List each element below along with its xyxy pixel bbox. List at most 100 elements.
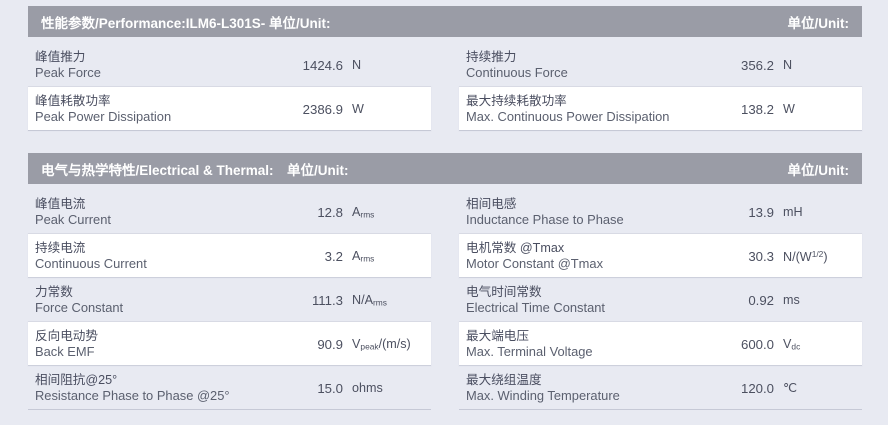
unit-superscript: 1/2 [811, 248, 824, 259]
row-value: 12.8 [317, 204, 343, 220]
table-row: 最大绕组温度 Max. Winding Temperature 120.0 ℃ [459, 366, 862, 410]
row-labels: 最大持续耗散功率 Max. Continuous Power Dissipati… [459, 94, 708, 124]
table-row: 最大端电压 Max. Terminal Voltage 600.0 Vdc [459, 322, 862, 366]
row-unit: W [352, 102, 364, 116]
row-labels: 峰值推力 Peak Force [28, 50, 277, 80]
row-value: 0.92 [748, 292, 774, 308]
unit-tail: /(m/s) [378, 336, 411, 351]
row-unit: ℃ [774, 380, 862, 396]
row-label-en: Resistance Phase to Phase @25° [35, 387, 230, 403]
row-label-cn: 电机常数 @Tmax [466, 240, 565, 255]
row-value: 3.2 [324, 248, 343, 264]
table-row: 持续电流 Continuous Current 3.2 Arms [28, 234, 431, 278]
unit-tail: ) [823, 249, 828, 264]
electrical-left-column: 峰值电流 Peak Current 12.8 Arms 持续电流 Continu… [28, 190, 445, 410]
row-label-cn: 持续电流 [35, 240, 86, 255]
section-header-performance: 性能参数/Performance:ILM6-L301S- 单位/Unit: 单位… [28, 6, 862, 37]
row-labels: 持续推力 Continuous Force [459, 50, 708, 80]
table-row: 电机常数 @Tmax Motor Constant @Tmax 30.3 N/(… [459, 234, 862, 278]
unit-main: ms [783, 292, 800, 307]
row-label-en: Peak Current [35, 211, 111, 227]
table-row: 峰值电流 Peak Current 12.8 Arms [28, 190, 431, 234]
unit-main: A [352, 248, 361, 263]
unit-main: ohms [352, 380, 383, 395]
unit-main: N/A [352, 292, 373, 307]
row-label-en: Back EMF [35, 343, 95, 359]
row-label-en: Electrical Time Constant [466, 299, 605, 315]
row-label-cn: 相间阻抗@25° [35, 372, 118, 387]
row-label-en: Continuous Current [35, 255, 147, 271]
row-label-cn: 峰值推力 [35, 49, 86, 64]
row-unit: Vdc [774, 337, 862, 352]
row-label-cn: 峰值耗散功率 [35, 93, 111, 108]
performance-right-column: 持续推力 Continuous Force 356.2 N 最大持续耗散功率 M… [445, 43, 862, 131]
row-label-en: Inductance Phase to Phase [466, 211, 624, 227]
table-row: 力常数 Force Constant 111.3 N/Arms [28, 278, 431, 322]
row-labels: 相间阻抗@25° Resistance Phase to Phase @25° [28, 373, 277, 403]
row-labels: 峰值耗散功率 Peak Power Dissipation [28, 94, 277, 124]
section-unit-label-performance: 单位/Unit: [787, 15, 850, 31]
row-unit: N [783, 58, 793, 72]
unit-main: V [783, 336, 792, 351]
row-unit: W [783, 102, 795, 116]
section-title-electrical-thermal: 电气与热学特性/Electrical & Thermal: 单位/Unit: [41, 162, 349, 178]
table-row: 峰值推力 Peak Force 1424.6 N [28, 43, 431, 87]
row-label-en: Continuous Force [466, 64, 568, 80]
table-row: 相间阻抗@25° Resistance Phase to Phase @25° … [28, 366, 431, 410]
table-row: 峰值耗散功率 Peak Power Dissipation 2386.9 W [28, 87, 431, 131]
row-labels: 最大绕组温度 Max. Winding Temperature [459, 373, 708, 403]
electrical-right-column: 相间电感 Inductance Phase to Phase 13.9 mH 电… [445, 190, 862, 410]
row-value: 30.3 [748, 248, 774, 264]
row-label-cn: 相间电感 [466, 196, 517, 211]
row-label-en: Peak Power Dissipation [35, 108, 172, 124]
row-value: 2386.9 [302, 101, 343, 117]
row-labels: 力常数 Force Constant [28, 285, 277, 315]
row-labels: 电机常数 @Tmax Motor Constant @Tmax [459, 241, 708, 271]
row-value: 1424.6 [302, 57, 343, 73]
row-value: 138.2 [740, 101, 774, 117]
unit-main: mH [783, 204, 803, 219]
row-label-en: Max. Terminal Voltage [466, 343, 593, 359]
table-row: 最大持续耗散功率 Max. Continuous Power Dissipati… [459, 87, 862, 131]
row-label-cn: 峰值电流 [35, 196, 86, 211]
row-labels: 相间电感 Inductance Phase to Phase [459, 197, 708, 227]
unit-subscript: rms [360, 209, 375, 220]
row-label-cn: 电气时间常数 [466, 284, 542, 299]
row-unit: N/Arms [343, 293, 431, 308]
row-unit: N/(W1/2) [774, 249, 862, 264]
row-value: 120.0 [740, 380, 774, 396]
row-value: 13.9 [748, 204, 774, 220]
table-row: 持续推力 Continuous Force 356.2 N [459, 43, 862, 87]
row-unit: Arms [343, 249, 431, 264]
table-row: 相间电感 Inductance Phase to Phase 13.9 mH [459, 190, 862, 234]
unit-main: N/(W [783, 249, 812, 264]
row-unit: ohms [343, 381, 431, 396]
unit-subscript: rms [360, 253, 375, 264]
row-label-en: Max. Continuous Power Dissipation [466, 108, 670, 124]
row-label-en: Force Constant [35, 299, 124, 315]
row-unit: ms [774, 293, 862, 308]
row-label-en: Peak Force [35, 64, 101, 80]
unit-main: A [352, 204, 361, 219]
row-labels: 电气时间常数 Electrical Time Constant [459, 285, 708, 315]
row-value: 356.2 [740, 57, 774, 73]
row-unit: Vpeak/(m/s) [343, 337, 431, 352]
section-body-performance: 峰值推力 Peak Force 1424.6 N 峰值耗散功率 Peak Pow… [28, 37, 862, 131]
row-label-cn: 最大端电压 [466, 328, 529, 343]
section-header-electrical-thermal: 电气与热学特性/Electrical & Thermal: 单位/Unit: 单… [28, 153, 862, 184]
row-unit: Arms [343, 205, 431, 220]
row-unit: mH [774, 205, 862, 220]
row-label-cn: 最大持续耗散功率 [466, 93, 567, 108]
performance-left-column: 峰值推力 Peak Force 1424.6 N 峰值耗散功率 Peak Pow… [28, 43, 445, 131]
table-row: 电气时间常数 Electrical Time Constant 0.92 ms [459, 278, 862, 322]
section-unit-label-electrical-thermal: 单位/Unit: [787, 162, 850, 178]
row-value: 90.9 [317, 336, 343, 352]
row-label-cn: 反向电动势 [35, 328, 98, 343]
row-labels: 持续电流 Continuous Current [28, 241, 277, 271]
section-electrical-thermal: 电气与热学特性/Electrical & Thermal: 单位/Unit: 单… [28, 153, 862, 410]
table-row: 反向电动势 Back EMF 90.9 Vpeak/(m/s) [28, 322, 431, 366]
row-labels: 峰值电流 Peak Current [28, 197, 277, 227]
unit-subscript: peak [360, 341, 379, 352]
row-label-cn: 力常数 [35, 284, 73, 299]
